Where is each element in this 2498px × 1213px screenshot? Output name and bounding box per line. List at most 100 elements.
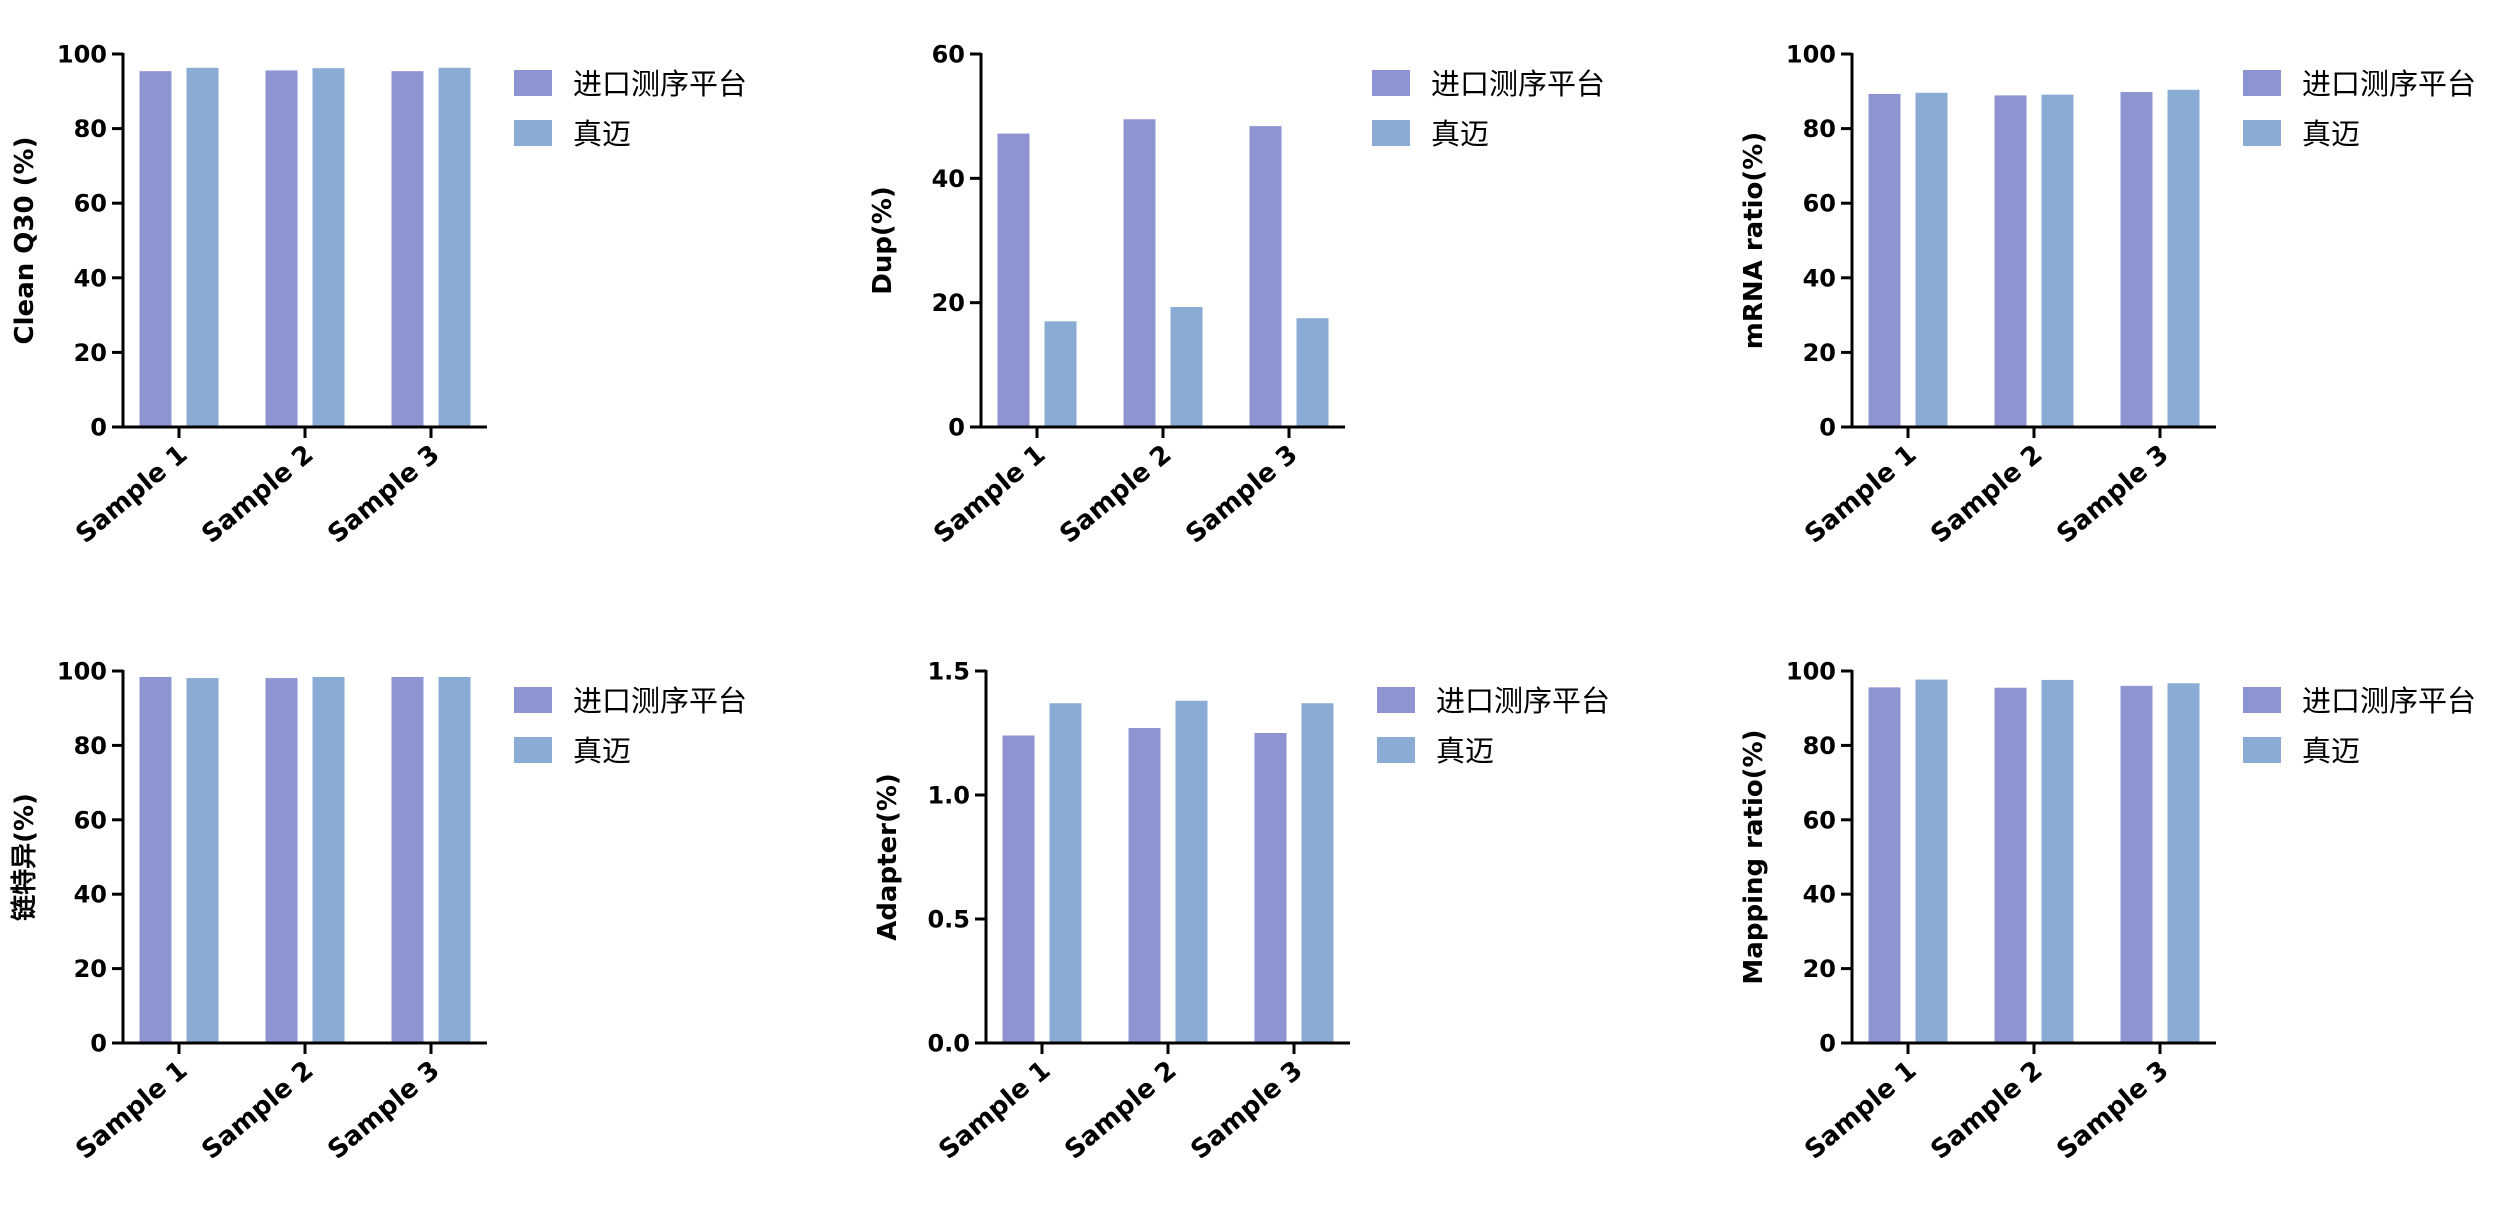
x-tick-label: Sample 3 — [1180, 439, 1303, 549]
x-tick-label: Sample 2 — [1059, 1055, 1182, 1165]
bar-series-a-sample-2 — [1994, 687, 2027, 1043]
y-axis-title: Adapter(%) — [873, 773, 903, 941]
legend-label-series-a: 进口测序平台 — [1431, 67, 1605, 101]
y-tick-label: 1.0 — [927, 782, 970, 810]
bar-series-b-sample-3 — [438, 676, 471, 1043]
y-tick-label: 60 — [1803, 190, 1836, 218]
y-tick-label: 20 — [74, 339, 107, 367]
bar-series-b-sample-2 — [312, 68, 345, 427]
bar-series-b-sample-3 — [2167, 683, 2200, 1043]
x-tick-label: Sample 3 — [2051, 439, 2174, 549]
legend-label-series-b: 真迈 — [1431, 117, 1489, 151]
x-tick-label: Sample 1 — [933, 1055, 1056, 1165]
y-tick-label: 100 — [57, 658, 107, 686]
legend-label-series-b: 真迈 — [573, 734, 631, 768]
legend-label-series-b: 真迈 — [2302, 734, 2360, 768]
bar-series-a-sample-1 — [139, 71, 172, 428]
bar-series-a-sample-3 — [391, 676, 424, 1043]
legend-label-series-a: 进口测序平台 — [1436, 684, 1610, 718]
y-tick-label: 1.5 — [927, 658, 970, 686]
y-tick-label: 100 — [57, 41, 107, 69]
bar-series-b-sample-2 — [312, 676, 345, 1043]
bar-series-b-sample-1 — [1049, 703, 1082, 1043]
chart-panel-4: Sample 1 Sample 2 Sample 3 0 20 40 60 80 100 链特异(… — [9, 658, 747, 1166]
legend-label-series-b: 真迈 — [1436, 734, 1494, 768]
y-tick-label: 20 — [932, 289, 965, 317]
y-tick-label: 80 — [1803, 732, 1836, 760]
y-tick-label: 60 — [74, 806, 107, 834]
y-tick-label: 0 — [1819, 414, 1836, 442]
y-axis-title: 链特异(%) — [9, 793, 40, 921]
x-tick-label: Sample 2 — [1925, 439, 2048, 549]
bar-series-a-sample-3 — [2120, 92, 2153, 428]
bar-series-b-sample-1 — [1915, 92, 1948, 428]
x-tick-label: Sample 3 — [2051, 1055, 2174, 1165]
x-tick-label: Sample 2 — [196, 439, 319, 549]
bar-series-b-sample-3 — [2167, 89, 2200, 428]
legend-label-series-b: 真迈 — [2302, 117, 2360, 151]
chart-panel-3: Sample 1 Sample 2 Sample 3 0 20 40 60 80 100 mRNA… — [1739, 41, 2476, 550]
y-tick-label: 20 — [74, 955, 107, 983]
legend-label-series-a: 进口测序平台 — [573, 67, 747, 101]
y-tick-label: 60 — [74, 190, 107, 218]
y-tick-label: 60 — [1803, 806, 1836, 834]
bar-series-b-sample-2 — [2041, 94, 2074, 428]
x-tick-label: Sample 2 — [196, 1055, 319, 1165]
x-tick-label: Sample 1 — [70, 439, 193, 549]
y-axis-title: Clean Q30 (%) — [10, 137, 40, 345]
legend-swatch-series-b — [1377, 737, 1415, 763]
legend-swatch-series-a — [514, 70, 552, 96]
y-tick-label: 0 — [948, 414, 965, 442]
legend-label-series-a: 进口测序平台 — [2302, 67, 2476, 101]
x-tick-label: Sample 1 — [928, 439, 1051, 549]
x-tick-label: Sample 3 — [322, 439, 445, 549]
bar-series-a-sample-3 — [391, 71, 424, 428]
y-tick-label: 20 — [1803, 955, 1836, 983]
y-tick-label: 40 — [74, 881, 107, 909]
bar-series-a-sample-1 — [1002, 735, 1035, 1043]
chart-panel-5: Sample 1 Sample 2 Sample 3 0.0 0.5 1.0 1.5 Adap… — [873, 658, 1610, 1166]
bar-series-b-sample-3 — [1296, 318, 1329, 427]
y-tick-label: 0 — [90, 1030, 107, 1058]
bar-series-b-sample-1 — [1915, 679, 1948, 1043]
y-tick-label: 100 — [1786, 658, 1836, 686]
x-tick-label: Sample 1 — [1799, 439, 1922, 549]
x-tick-label: Sample 3 — [1185, 1055, 1308, 1165]
y-axis-title: mRNA ratio(%) — [1739, 132, 1769, 349]
legend-swatch-series-a — [1377, 687, 1415, 713]
legend-label-series-a: 进口测序平台 — [573, 684, 747, 718]
legend-swatch-series-b — [1372, 120, 1410, 146]
x-tick-label: Sample 2 — [1925, 1055, 2048, 1165]
y-tick-label: 40 — [932, 165, 965, 193]
y-tick-label: 0.0 — [927, 1030, 970, 1058]
bar-series-a-sample-1 — [997, 133, 1030, 427]
legend-swatch-series-a — [2243, 70, 2281, 96]
y-tick-label: 20 — [1803, 339, 1836, 367]
bar-series-b-sample-3 — [438, 67, 471, 428]
x-tick-label: Sample 2 — [1054, 439, 1177, 549]
legend-label-series-a: 进口测序平台 — [2302, 684, 2476, 718]
bar-series-a-sample-1 — [1868, 93, 1901, 427]
bar-series-b-sample-2 — [2041, 679, 2074, 1043]
legend-swatch-series-b — [2243, 120, 2281, 146]
legend-swatch-series-a — [514, 687, 552, 713]
x-tick-label: Sample 3 — [322, 1055, 445, 1165]
y-tick-label: 80 — [1803, 115, 1836, 143]
bar-series-a-sample-3 — [1254, 733, 1287, 1043]
y-tick-label: 60 — [932, 41, 965, 69]
y-tick-label: 80 — [74, 732, 107, 760]
y-tick-label: 0 — [1819, 1030, 1836, 1058]
y-tick-label: 0.5 — [927, 906, 970, 934]
bar-series-a-sample-2 — [1123, 119, 1156, 428]
bar-series-b-sample-1 — [1044, 321, 1077, 427]
y-axis-title: Dup(%) — [868, 186, 898, 295]
y-tick-label: 40 — [1803, 264, 1836, 292]
chart-panel-2: Sample 1 Sample 2 Sample 3 0 20 40 60 Dup(%) 进口测… — [868, 41, 1605, 550]
bar-series-a-sample-2 — [1994, 95, 2027, 427]
legend-swatch-series-b — [2243, 737, 2281, 763]
bar-series-a-sample-2 — [265, 70, 298, 428]
y-tick-label: 80 — [74, 115, 107, 143]
chart-panel-6: Sample 1 Sample 2 Sample 3 0 20 40 60 80 100 Mapp… — [1739, 658, 2476, 1166]
bar-series-b-sample-3 — [1301, 703, 1334, 1043]
